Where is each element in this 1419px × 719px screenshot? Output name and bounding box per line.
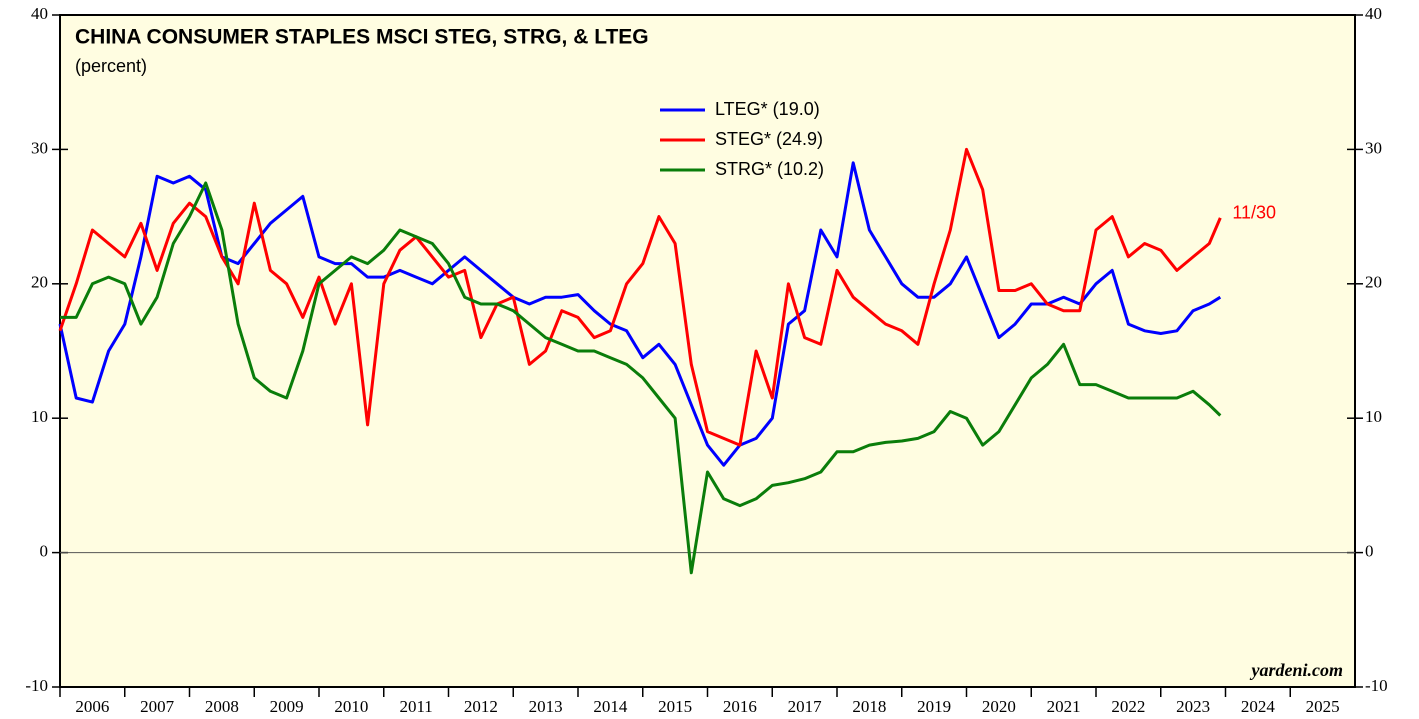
legend-label: STEG* (24.9) [715,129,823,149]
y-tick-label: 10 [31,407,48,426]
y2-tick-label: 10 [1365,407,1382,426]
x-tick-label: 2018 [852,697,886,716]
y-tick-label: 30 [31,138,48,157]
x-tick-label: 2024 [1241,697,1276,716]
x-tick-label: 2022 [1111,697,1145,716]
series-line [58,147,1222,447]
x-tick-label: 2014 [593,697,628,716]
y-tick-label: -10 [25,676,48,695]
y2-tick-label: -10 [1365,676,1388,695]
x-tick-label: 2021 [1047,697,1081,716]
x-tick-label: 2016 [723,697,757,716]
legend-label: LTEG* (19.0) [715,99,820,119]
series-line [60,181,1222,575]
y-tick-label: 0 [40,542,49,561]
y2-tick-label: 40 [1365,4,1382,23]
x-tick-label: 2023 [1176,697,1210,716]
x-tick-label: 2012 [464,697,498,716]
annotation: 11/30 [1232,203,1276,223]
plot-area [59,14,1356,688]
x-tick-label: 2009 [270,697,304,716]
x-tick-label: 2015 [658,697,692,716]
y2-tick-label: 0 [1365,542,1374,561]
y2-tick-label: 30 [1365,138,1382,157]
source: yardeni.com [1250,660,1344,680]
x-tick-label: 2011 [399,697,432,716]
x-tick-label: 2025 [1306,697,1340,716]
y2-tick-label: 20 [1365,273,1382,292]
x-tick-label: 2008 [205,697,239,716]
x-tick-label: 2019 [917,697,951,716]
x-tick-label: 2007 [140,697,175,716]
x-tick-label: 2013 [529,697,563,716]
legend-label: STRG* (10.2) [715,159,824,179]
x-tick-label: 2006 [75,697,109,716]
x-tick-label: 2017 [788,697,823,716]
x-tick-label: 2020 [982,697,1016,716]
x-tick-label: 2010 [334,697,368,716]
series-line [58,161,1222,467]
y-tick-label: 20 [31,273,48,292]
chart-title: CHINA CONSUMER STAPLES MSCI STEG, STRG, … [75,26,649,49]
chart-subtitle: (percent) [75,56,147,76]
y-tick-label: 40 [31,4,48,23]
